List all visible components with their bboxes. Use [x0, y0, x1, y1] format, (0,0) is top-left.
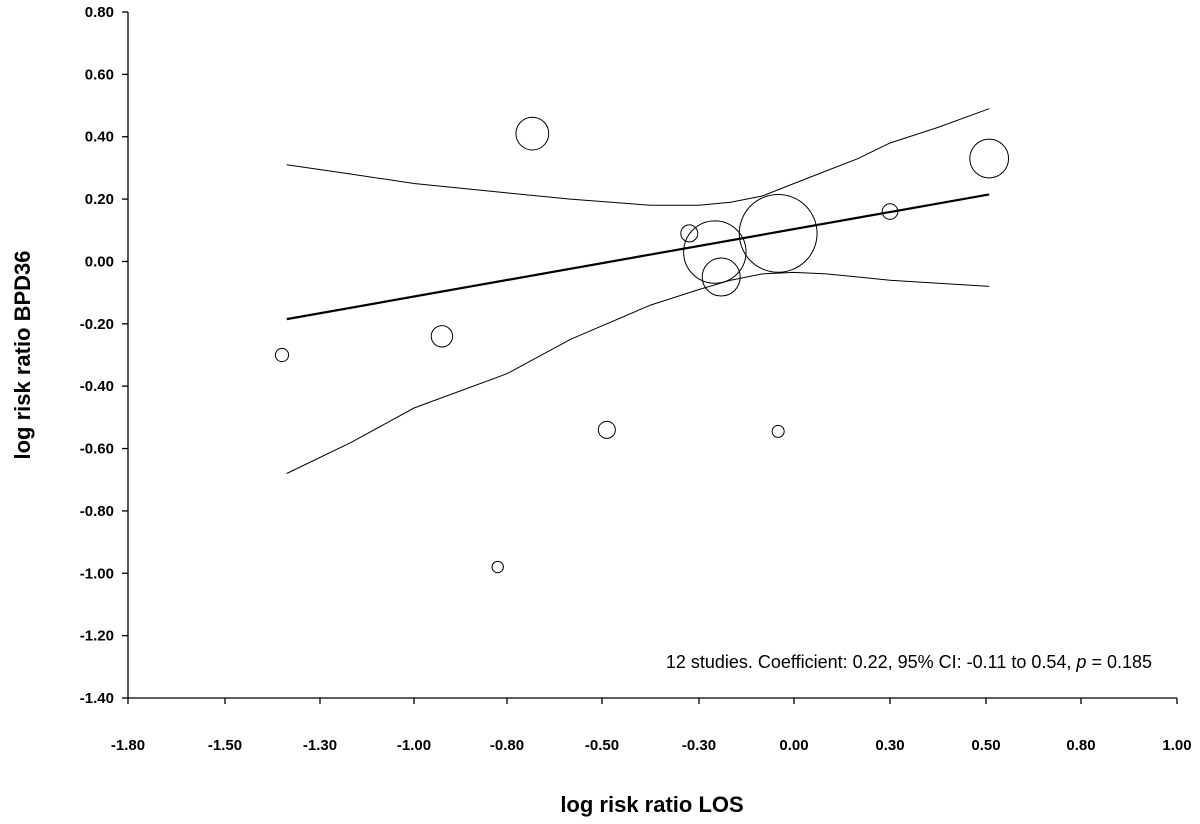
y-tick-label: 0.60 [85, 66, 114, 83]
axes [127, 12, 1177, 699]
y-tick-label: 0.20 [85, 191, 114, 208]
y-axis-ticks: 0.80 0.60 0.40 0.20 0.00 -0.20 -0.40 -0.60 -0.80… [80, 4, 128, 707]
ci-upper-band [286, 108, 990, 206]
x-axis-title: log risk ratio LOS [560, 792, 743, 817]
study-bubble [683, 220, 747, 284]
annotation-suffix: = 0.185 [1086, 652, 1152, 672]
y-axis-title: log risk ratio BPD36 [10, 250, 35, 459]
study-bubble [771, 424, 785, 438]
study-bubble [738, 193, 818, 273]
study-bubble [680, 224, 699, 243]
y-tick-label: -1.00 [80, 565, 114, 582]
study-bubble [515, 116, 550, 151]
y-tick-label: -1.40 [80, 690, 114, 707]
x-tick-label: 0.30 [875, 737, 904, 754]
y-tick-label: -0.40 [80, 378, 114, 395]
x-tick-label: 0.00 [779, 737, 808, 754]
y-tick-label: -0.60 [80, 441, 114, 458]
y-tick-label: -0.80 [80, 503, 114, 520]
annotation-prefix: 12 studies. Coefficient: 0.22, 95% CI: -… [666, 652, 1077, 672]
confidence-bands [286, 108, 990, 474]
study-bubble [430, 325, 454, 348]
x-tick-label: 0.50 [971, 737, 1000, 754]
study-bubble [969, 138, 1010, 179]
ci-lower-band [286, 271, 990, 474]
y-tick-label: 0.80 [85, 4, 114, 21]
x-tick-label: -1.50 [208, 737, 242, 754]
y-tick-label: 0.00 [85, 253, 114, 270]
study-bubbles [274, 116, 1010, 574]
regression-line [286, 193, 990, 321]
summary-annotation: 12 studies. Coefficient: 0.22, 95% CI: -… [666, 652, 1152, 672]
y-tick-label: -1.20 [80, 628, 114, 645]
x-tick-label: -0.50 [585, 737, 619, 754]
x-axis-ticks: -1.80 -1.50 -1.30 -1.00 -0.80 -0.50 -0.30 0.00 0… [111, 698, 1192, 754]
x-tick-label: 0.80 [1066, 737, 1095, 754]
x-tick-label: -1.00 [397, 737, 431, 754]
x-tick-label: -1.30 [303, 737, 337, 754]
annotation-p-symbol: p [1075, 652, 1086, 672]
x-tick-label: 1.00 [1162, 737, 1191, 754]
x-tick-label: -1.80 [111, 737, 145, 754]
study-bubble [701, 257, 741, 297]
x-tick-label: -0.80 [490, 737, 524, 754]
study-bubble [274, 347, 290, 363]
y-tick-label: 0.40 [85, 129, 114, 146]
y-tick-label: -0.20 [80, 316, 114, 333]
x-tick-label: -0.30 [682, 737, 716, 754]
study-bubble [597, 420, 616, 439]
regression-line-group [286, 193, 990, 321]
study-bubble [881, 203, 899, 220]
study-bubble [491, 560, 504, 574]
